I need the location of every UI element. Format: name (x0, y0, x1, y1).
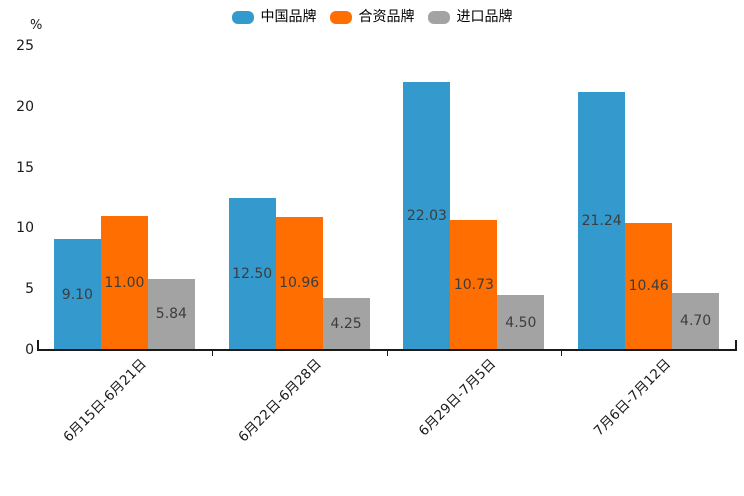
x-tick-label: 6月15日-6月21日 (60, 356, 150, 446)
legend-item-1: 中国品牌 (231, 8, 317, 26)
bar: 21.24 (578, 91, 626, 350)
bar: 10.46 (625, 222, 673, 350)
bar: 10.96 (275, 216, 323, 350)
bar: 22.03 (403, 82, 451, 350)
bar-value-label: 5.84 (155, 306, 187, 323)
axis-end-tick (735, 340, 737, 350)
bar-value-label: 11.00 (104, 275, 145, 292)
bar-value-label: 4.25 (330, 316, 362, 333)
bar-value-label: 4.70 (680, 313, 712, 330)
bar-value-label: 4.50 (505, 314, 537, 331)
x-tick-label: 6月22日-6月28日 (235, 356, 325, 446)
y-tick-label: 10 (16, 220, 34, 237)
legend-swatch-icon (231, 10, 254, 24)
axis-boundary-tick (212, 351, 213, 356)
bar-value-label: 10.73 (453, 276, 494, 293)
y-tick-label: 25 (16, 38, 34, 54)
legend-item-label: 中国品牌 (260, 9, 317, 25)
bar-value-label: 22.03 (406, 208, 447, 225)
bar-value-label: 21.24 (581, 212, 622, 229)
bar: 4.25 (322, 298, 370, 350)
y-tick-label: 0 (25, 342, 34, 358)
y-tick-label: 5 (25, 281, 34, 298)
legend-swatch-icon (427, 10, 450, 24)
bar: 4.50 (497, 295, 545, 350)
legend-item-3: 进口品牌 (427, 8, 513, 26)
legend-item-label: 进口品牌 (456, 9, 513, 25)
bar-value-label: 10.46 (628, 278, 669, 295)
bar-value-label: 10.96 (279, 275, 320, 292)
axis-boundary-tick (561, 351, 562, 356)
x-tick-label: 7月6日-7月12日 (590, 356, 674, 440)
bar-value-label: 9.10 (61, 286, 93, 303)
legend-item-label: 合资品牌 (358, 9, 415, 25)
chart-legend: 中国品牌 合资品牌 进口品牌 (0, 8, 744, 26)
y-tick-label: 15 (16, 159, 34, 176)
axis-boundary-tick (387, 351, 388, 356)
axis-end-tick (37, 340, 39, 350)
x-axis-line (37, 349, 737, 351)
bar: 11.00 (100, 216, 148, 350)
bar: 12.50 (228, 198, 276, 350)
bar: 10.73 (450, 219, 498, 350)
legend-swatch-icon (329, 10, 352, 24)
legend-item-2: 合资品牌 (329, 8, 415, 26)
y-axis-unit-label: % (30, 18, 43, 33)
bar: 5.84 (147, 278, 195, 350)
bar-value-label: 12.50 (232, 266, 273, 282)
bar: 4.70 (672, 292, 720, 350)
x-tick-label: 6月29日-7月5日 (415, 356, 500, 440)
y-tick-label: 20 (16, 98, 34, 115)
bar: 9.10 (53, 239, 101, 350)
